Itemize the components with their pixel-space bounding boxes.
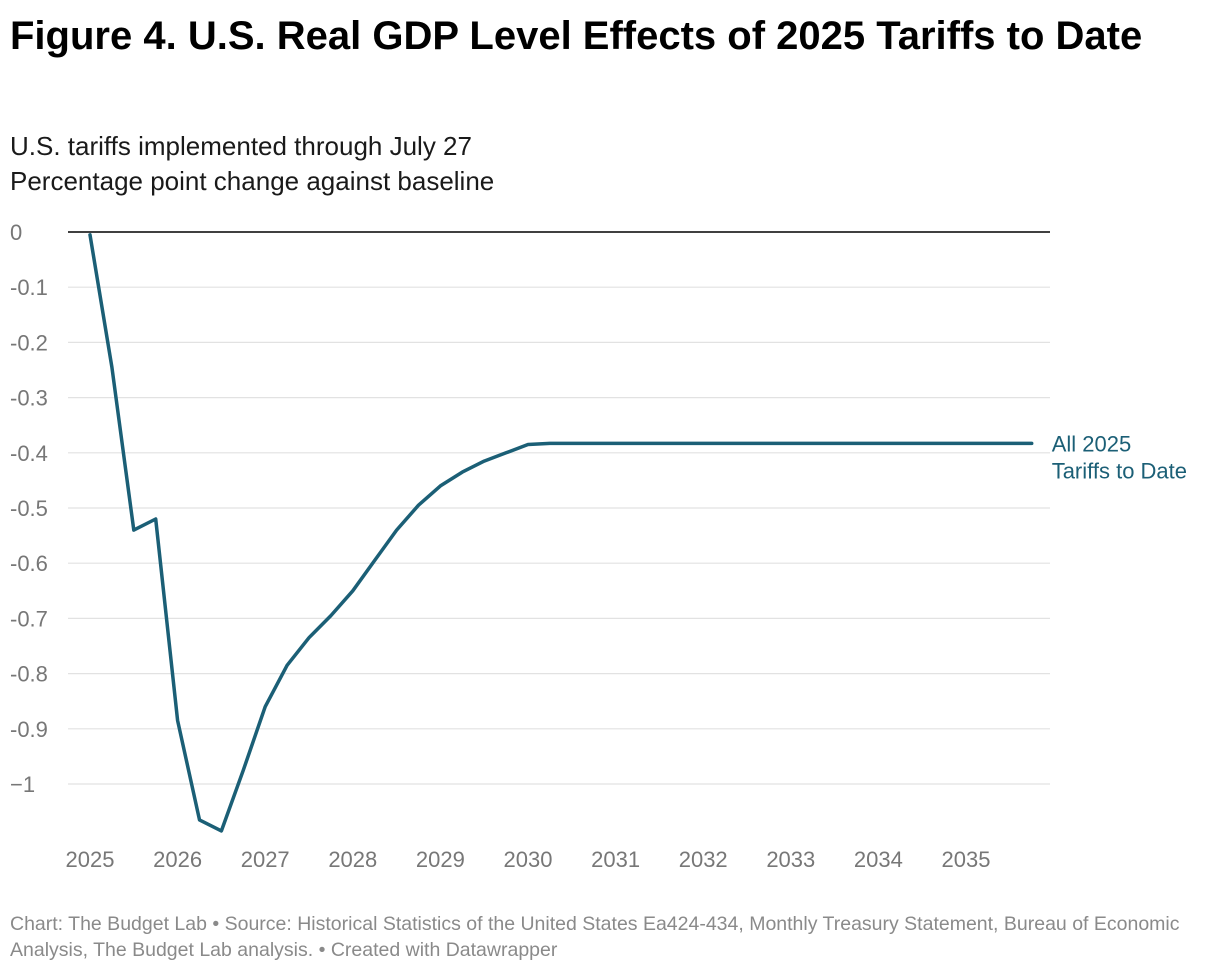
x-tick-label: 2032 [679,847,728,872]
gridlines [68,231,1050,785]
x-tick-label: 2035 [942,847,991,872]
subtitle-line-1: U.S. tariffs implemented through July 27 [10,131,472,161]
x-tick-label: 2025 [66,847,115,872]
series-label-line: All 2025 [1052,431,1132,456]
x-tick-label: 2028 [328,847,377,872]
x-tick-label: 2031 [591,847,640,872]
line-chart: 0-0.1-0.2-0.3-0.4-0.5-0.6-0.7-0.8-0.9−1 … [10,220,1187,872]
chart-title: Figure 4. U.S. Real GDP Level Effects of… [10,14,1143,58]
x-tick-label: 2026 [153,847,202,872]
x-tick-label: 2034 [854,847,903,872]
series-label-line: Tariffs to Date [1052,458,1187,483]
y-tick-label: -0.5 [10,496,48,521]
y-tick-label: -0.3 [10,386,48,411]
y-tick-label: -0.2 [10,330,48,355]
y-tick-label: -0.8 [10,662,48,687]
series-group: All 2025 Tariffs to Date [88,233,1187,833]
series-direct-label: All 2025 Tariffs to Date [1052,431,1187,483]
x-tick-label: 2033 [766,847,815,872]
x-tick-label: 2027 [241,847,290,872]
chart-footer: Chart: The Budget Lab • Source: Historic… [10,913,1180,961]
x-tick-label: 2029 [416,847,465,872]
x-tick-label: 2030 [504,847,553,872]
x-axis-ticks: 2025 2026 2027 2028 2029 2030 2031 2032 2033 2034… [66,847,991,872]
chart-subtitle: U.S. tariffs implemented through July 27… [10,129,1190,199]
series-line-all-2025-tariffs [88,233,1034,833]
y-tick-label: -0.1 [10,275,48,300]
subtitle-line-2: Percentage point change against baseline [10,166,495,196]
y-tick-label: −1 [10,772,35,797]
y-tick-label: -0.6 [10,551,48,576]
y-tick-label: -0.9 [10,717,48,742]
y-tick-label: -0.7 [10,606,48,631]
y-tick-label: 0 [10,220,22,245]
y-tick-label: -0.4 [10,441,48,466]
y-axis-ticks: 0 -0.1 -0.2 -0.3 -0.4 -0.5 -0.6 -0.7 -0.8 -0.9 −1 [10,220,48,797]
